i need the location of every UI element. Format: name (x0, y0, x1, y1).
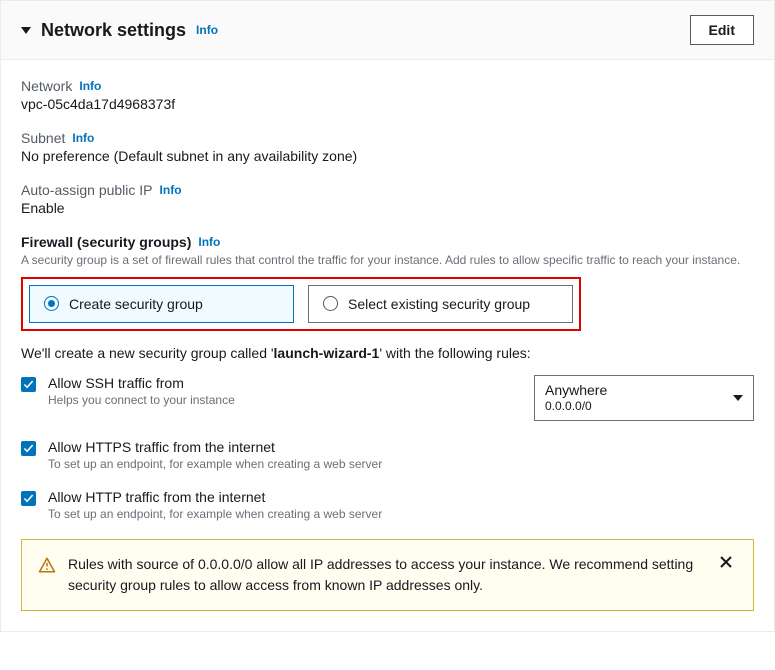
alert-close-button[interactable] (715, 554, 737, 572)
subnet-field: Subnet Info No preference (Default subne… (21, 130, 754, 164)
allow-https-content: Allow HTTPS traffic from the internet To… (48, 439, 754, 471)
header-info-link[interactable]: Info (196, 23, 218, 37)
edit-button[interactable]: Edit (690, 15, 754, 45)
allow-http-checkbox[interactable] (21, 491, 36, 506)
network-settings-panel: Network settings Info Edit Network Info … (0, 0, 775, 632)
allow-ssh-help: Helps you connect to your instance (48, 393, 522, 407)
radio-create-security-group[interactable]: Create security group (29, 285, 294, 323)
collapse-caret-icon[interactable] (21, 27, 31, 34)
subnet-label: Subnet (21, 130, 65, 146)
allow-ssh-row: Allow SSH traffic from Helps you connect… (21, 375, 754, 422)
firewall-info-link[interactable]: Info (198, 235, 220, 249)
desc-suffix: ' with the following rules: (379, 345, 530, 361)
check-icon (23, 493, 34, 504)
allow-http-content: Allow HTTP traffic from the internet To … (48, 489, 754, 521)
firewall-description: We'll create a new security group called… (21, 345, 754, 361)
allow-https-help: To set up an endpoint, for example when … (48, 457, 754, 471)
subnet-info-link[interactable]: Info (72, 131, 94, 145)
network-field: Network Info vpc-05c4da17d4968373f (21, 78, 754, 112)
firewall-option-highlight: Create security group Select existing se… (21, 277, 581, 331)
check-icon (23, 443, 34, 454)
network-info-link[interactable]: Info (79, 79, 101, 93)
desc-name: launch-wizard-1 (274, 345, 380, 361)
auto-assign-label-row: Auto-assign public IP Info (21, 182, 754, 198)
network-value: vpc-05c4da17d4968373f (21, 96, 754, 112)
allow-http-help: To set up an endpoint, for example when … (48, 507, 754, 521)
radio-create-label: Create security group (69, 296, 203, 312)
allow-ssh-content: Allow SSH traffic from Helps you connect… (48, 375, 522, 407)
auto-assign-label: Auto-assign public IP (21, 182, 153, 198)
ssh-source-sub: 0.0.0.0/0 (545, 399, 607, 414)
allow-https-label: Allow HTTPS traffic from the internet (48, 439, 754, 455)
auto-assign-field: Auto-assign public IP Info Enable (21, 182, 754, 216)
warning-alert: Rules with source of 0.0.0.0/0 allow all… (21, 539, 754, 611)
panel-header: Network settings Info Edit (1, 1, 774, 60)
panel-body: Network Info vpc-05c4da17d4968373f Subne… (1, 60, 774, 631)
auto-assign-info-link[interactable]: Info (160, 183, 182, 197)
check-icon (23, 379, 34, 390)
allow-http-label: Allow HTTP traffic from the internet (48, 489, 754, 505)
auto-assign-value: Enable (21, 200, 754, 216)
network-label: Network (21, 78, 72, 94)
firewall-label: Firewall (security groups) (21, 234, 191, 250)
ssh-source-main: Anywhere (545, 382, 607, 400)
network-label-row: Network Info (21, 78, 754, 94)
allow-https-row: Allow HTTPS traffic from the internet To… (21, 439, 754, 471)
firewall-field: Firewall (security groups) Info A securi… (21, 234, 754, 269)
panel-title: Network settings (41, 20, 186, 41)
radio-existing-label: Select existing security group (348, 296, 530, 312)
firewall-label-row: Firewall (security groups) Info (21, 234, 754, 250)
panel-header-left: Network settings Info (21, 20, 218, 41)
allow-http-row: Allow HTTP traffic from the internet To … (21, 489, 754, 521)
ssh-source-select[interactable]: Anywhere 0.0.0.0/0 (534, 375, 754, 422)
allow-ssh-checkbox[interactable] (21, 377, 36, 392)
desc-prefix: We'll create a new security group called… (21, 345, 274, 361)
allow-ssh-label: Allow SSH traffic from (48, 375, 522, 391)
chevron-down-icon (733, 395, 743, 401)
subnet-label-row: Subnet Info (21, 130, 754, 146)
ssh-source-text: Anywhere 0.0.0.0/0 (545, 382, 607, 415)
allow-https-checkbox[interactable] (21, 441, 36, 456)
firewall-help: A security group is a set of firewall ru… (21, 252, 754, 269)
warning-icon (38, 556, 56, 577)
radio-icon (44, 296, 59, 311)
warning-text: Rules with source of 0.0.0.0/0 allow all… (68, 554, 703, 596)
subnet-value: No preference (Default subnet in any ava… (21, 148, 754, 164)
radio-select-existing-security-group[interactable]: Select existing security group (308, 285, 573, 323)
radio-icon (323, 296, 338, 311)
close-icon (719, 555, 733, 569)
